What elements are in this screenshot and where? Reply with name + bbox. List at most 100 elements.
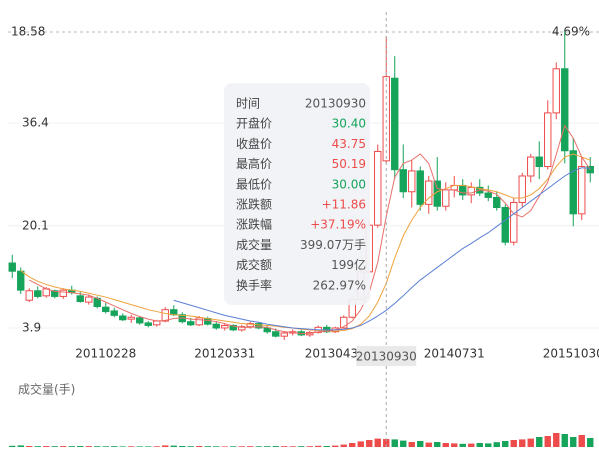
volume-bar [340, 444, 347, 447]
volume-bar [527, 438, 534, 447]
crosshair-label: 20130930 [356, 350, 417, 364]
candle-body [544, 112, 552, 168]
volume-bar [102, 446, 109, 447]
volume-bar [485, 443, 492, 447]
volume-bar [349, 443, 356, 447]
volume-bar [162, 445, 169, 447]
x-tick-label: 20110228 [75, 347, 136, 361]
candle-body [518, 175, 526, 203]
candle-body [391, 77, 399, 171]
volume-bar [170, 445, 177, 447]
candle-body [153, 320, 161, 326]
candle-body [374, 150, 382, 226]
ma-line [20, 153, 591, 332]
volume-bar [221, 446, 228, 447]
candle-body [187, 321, 195, 326]
tooltip-label: 成交量 [236, 237, 272, 252]
top-right-label: 4.69% [552, 25, 590, 39]
volume-bar [85, 446, 92, 447]
volume-bar [434, 442, 441, 447]
candle-body [527, 156, 535, 177]
ma-line [173, 167, 591, 331]
candle-body [161, 309, 169, 322]
candle-body [586, 166, 594, 174]
tooltip-label: 成交额 [236, 257, 272, 272]
candle-body [59, 289, 67, 297]
volume-bar [391, 439, 398, 447]
candle-body [340, 316, 348, 329]
volume-bar [425, 442, 432, 447]
tooltip-label: 换手率 [236, 277, 272, 292]
tooltip-value: 43.75 [332, 137, 366, 151]
y-tick-label: 20.1 [22, 218, 49, 232]
volume-bar [51, 446, 58, 447]
tooltip-value: 399.07万手 [300, 238, 366, 252]
volume-bar [153, 446, 160, 447]
ma-line [29, 124, 591, 335]
volume-bar [264, 446, 271, 447]
volume-bar [476, 443, 483, 447]
candle-body [493, 196, 501, 209]
candle-body [442, 189, 450, 207]
tooltip-value: 30.00 [332, 177, 366, 191]
volume-bar [9, 445, 16, 447]
volume-bar [587, 438, 594, 447]
tooltip-value: 262.97% [313, 278, 366, 292]
volume-title: 成交量(手) [18, 382, 75, 397]
candle-body [85, 296, 93, 303]
candle-body [76, 295, 84, 302]
top-left-label: 18.58 [11, 25, 45, 39]
candle-body [535, 156, 543, 168]
candle-body [280, 332, 288, 337]
tooltip-value: 50.19 [332, 157, 366, 171]
candle-body [561, 68, 569, 152]
tooltip-value: 30.40 [332, 117, 366, 131]
volume-bar [510, 440, 517, 447]
volume-bar [255, 446, 262, 447]
candle-body [501, 207, 509, 243]
volume-bar [204, 446, 211, 447]
candle-body [484, 192, 492, 198]
volume-bar [94, 446, 101, 447]
volume-bar [553, 433, 560, 447]
tooltip-label: 收盘价 [236, 136, 272, 151]
tooltip-label: 涨跌幅 [236, 217, 272, 232]
volume-bar [400, 440, 407, 447]
x-tick-label: 20151030 [543, 347, 599, 361]
x-tick-label: 20130430 [305, 347, 366, 361]
volume-bar [374, 438, 381, 447]
volume-bar [68, 446, 75, 447]
x-tick-label: 20120331 [194, 347, 255, 361]
candle-body [425, 180, 433, 205]
volume-bar [536, 437, 543, 447]
x-tick-label: 20140731 [424, 347, 485, 361]
volume-bar [323, 446, 330, 447]
candle-body [399, 169, 407, 193]
candle-body [569, 150, 577, 215]
tooltip-value: +11.86 [322, 198, 366, 212]
candle-body [144, 322, 152, 326]
candle-body [229, 324, 237, 331]
volume-bar [238, 446, 245, 447]
volume-bar [145, 446, 152, 447]
candle-body [255, 323, 263, 329]
volume-bar [196, 446, 203, 447]
volume-bar [187, 446, 194, 447]
volume-bar [561, 434, 568, 447]
tooltip-label: 开盘价 [236, 116, 272, 131]
candle-body [263, 327, 271, 333]
candle-body [246, 323, 254, 328]
candle-body [34, 290, 42, 297]
y-tick-label: 3.9 [22, 320, 41, 334]
volume-bar [136, 446, 143, 447]
volume-bar [570, 437, 577, 447]
candle-body [119, 315, 127, 321]
volume-bar [442, 443, 449, 447]
volume-bar [459, 443, 466, 447]
volume-bar [544, 436, 551, 447]
candle-body [17, 270, 25, 291]
crosshair-label-box [356, 346, 417, 366]
volume-bar [493, 442, 500, 447]
